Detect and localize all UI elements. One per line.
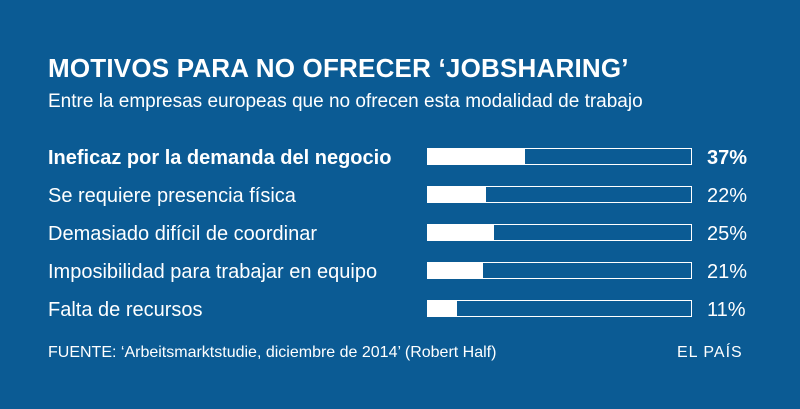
bar [428, 187, 486, 202]
bar-row: Se requiere presencia física 22% [48, 183, 768, 209]
bar [428, 149, 526, 164]
bar [428, 225, 494, 240]
bar-row: Imposibilidad para trabajar en equipo 21% [48, 259, 768, 285]
value-label: 37% [707, 147, 748, 169]
source-note: FUENTE: ‘Arbeitsmarktstudie, diciembre d… [48, 344, 497, 361]
value-label: 25% [707, 223, 748, 245]
category-label: Falta de recursos [48, 299, 203, 321]
category-label: Ineficaz por la demanda del negocio [48, 147, 392, 169]
value-label: 22% [707, 185, 748, 207]
bar [428, 301, 457, 316]
brand-logo: EL PAÍS [677, 344, 743, 361]
bar-row: Demasiado difícil de coordinar 25% [48, 221, 768, 247]
bar-track [427, 148, 692, 165]
bar-track [427, 186, 692, 203]
value-label: 21% [707, 261, 748, 283]
bar-track [427, 262, 692, 279]
category-label: Se requiere presencia física [48, 185, 296, 207]
value-label: 11% [707, 299, 746, 321]
category-label: Imposibilidad para trabajar en equipo [48, 261, 378, 283]
bar-track [427, 300, 692, 317]
bar-row: Falta de recursos 11% [48, 297, 768, 323]
bar-row: Ineficaz por la demanda del negocio 37% [48, 145, 768, 171]
chart-subtitle: Entre la empresas europeas que no ofrece… [48, 91, 643, 112]
bar [428, 263, 484, 278]
bar-track [427, 224, 692, 241]
chart-title: MOTIVOS PARA NO OFRECER ‘JOBSHARING’ [48, 53, 629, 83]
category-label: Demasiado difícil de coordinar [48, 223, 318, 245]
